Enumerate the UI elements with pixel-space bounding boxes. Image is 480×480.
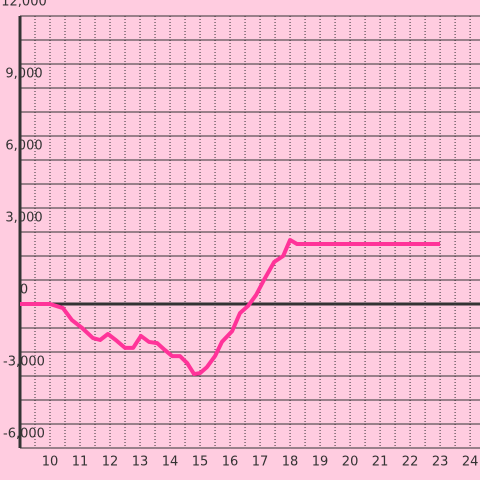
x-tick-label: 10 — [42, 455, 59, 470]
x-tick-label: 11 — [72, 455, 89, 470]
y-tick-label: -3,000 — [3, 355, 45, 370]
x-tick-label: 14 — [162, 455, 179, 470]
x-tick-label: 18 — [282, 455, 299, 470]
x-tick-label: 17 — [252, 455, 269, 470]
x-tick-label: 22 — [402, 455, 419, 470]
x-tick-label: 21 — [372, 455, 389, 470]
x-tick-label: 23 — [432, 455, 449, 470]
y-tick-label: 12,000 — [1, 0, 47, 10]
y-tick-label: -6,000 — [3, 427, 45, 442]
x-tick-label: 12 — [102, 455, 119, 470]
y-tick-label: 3,000 — [5, 211, 42, 226]
y-tick-label: 9,000 — [5, 67, 42, 82]
y-tick-label: 0 — [20, 283, 28, 298]
x-tick-label: 24 — [462, 455, 479, 470]
series-line — [20, 237, 441, 377]
y-tick-label: 6,000 — [5, 139, 42, 154]
x-tick-label: 15 — [192, 455, 209, 470]
x-tick-label: 16 — [222, 455, 239, 470]
x-tick-label: 20 — [342, 455, 359, 470]
x-tick-label: 13 — [132, 455, 149, 470]
x-tick-label: 19 — [312, 455, 329, 470]
